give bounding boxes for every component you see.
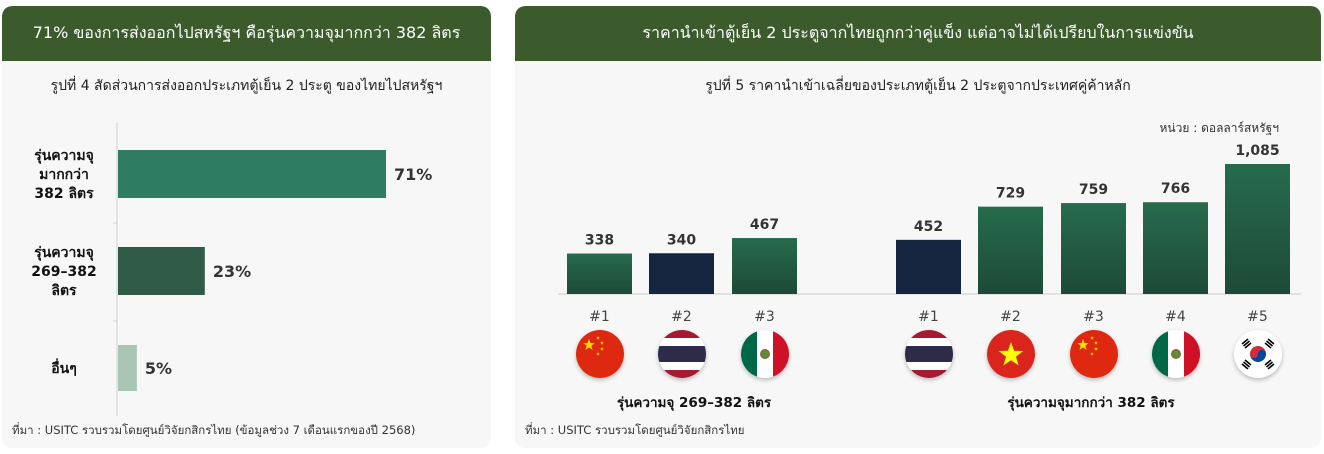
right-panel: ราคานำเข้าตู้เย็น 2 ประตูจากไทยถูกกว่าคู… [515,6,1321,448]
rank-label: #2 [1000,309,1021,325]
bar-value-label: 23% [213,262,251,281]
category-label: รุ่นความจุ [34,245,94,261]
category-label: 269–382 [31,264,96,280]
bar-vietnam [978,206,1043,294]
bar-value-label: 5% [145,359,172,378]
unit-label: หน่วย : ดอลลาร์สหรัฐฯ [1159,121,1279,135]
bar-mexico [732,238,797,294]
bar-thailand [896,239,961,294]
category-label: รุ่นความจุ [34,148,94,164]
vietnam-flag-icon [986,330,1035,378]
group-label-over-382: รุ่นความจุมากกว่า 382 ลิตร [1007,395,1175,411]
rank-label: #2 [671,309,692,325]
bar-south-korea [1225,164,1290,294]
bar-3 [118,345,137,391]
thailand-flag-icon [904,330,953,378]
left-panel-header: 71% ของการส่งออกไปสหรัฐฯ คือรุ่นความจุมา… [2,6,491,61]
bar-china [1061,203,1126,294]
group-label-269-382: รุ่นความจุ 269–382 ลิตร [616,395,772,411]
rank-label: #1 [589,309,610,325]
bar-value-label: 71% [394,165,432,184]
bar-value-label: 340 [667,232,696,248]
rank-label: #4 [1165,309,1186,325]
right-panel-header: ราคานำเข้าตู้เย็น 2 ประตูจากไทยถูกกว่าคู… [515,6,1321,61]
bar-2 [118,247,205,295]
rank-label: #3 [754,309,775,325]
right-chart-title: รูปที่ 5 ราคานำเข้าเฉลี่ยของประเภทตู้เย็… [705,78,1131,94]
right-source-note: ที่มา : USITC รวบรวมโดยศูนย์วิจัยกสิกรไท… [525,423,745,437]
left-source-note: ที่มา : USITC รวบรวมโดยศูนย์วิจัยกสิกรไท… [12,423,416,437]
south-korea-flag-icon [1233,330,1282,378]
rank-label: #5 [1247,309,1268,325]
rank-label: #1 [918,309,939,325]
vertical-bar-chart: 338 #1 340 #2 467 #3 452 #1 729 #2 759 #3 766 #4 1,085… [558,143,1301,325]
bar-china [567,253,632,294]
thailand-flag-icon [657,330,706,378]
bar-value-label: 338 [585,233,614,249]
category-label: อื่นๆ [51,358,77,377]
left-chart-title: รูปที่ 4 สัดส่วนการส่งออกประเภทตู้เย็น 2… [50,78,443,94]
bar-value-label: 467 [750,217,779,233]
bar-mexico [1143,202,1208,294]
bar-1 [118,150,386,198]
category-label: 382 ลิตร [34,186,94,202]
category-label: ลิตร [51,283,77,299]
bar-value-label: 766 [1161,181,1190,197]
bar-value-label: 452 [914,219,943,235]
mexico-flag-icon [740,330,789,378]
bar-value-label: 729 [996,186,1025,202]
rank-label: #3 [1083,309,1104,325]
bar-thailand [649,253,714,294]
bar-value-label: 759 [1079,182,1108,198]
category-label: มากกว่า [39,167,89,183]
mexico-flag-icon [1151,330,1200,378]
bar-value-label: 1,085 [1235,143,1279,159]
china-flag-icon [1069,330,1118,378]
china-flag-icon [575,330,624,378]
left-panel: 71% ของการส่งออกไปสหรัฐฯ คือรุ่นความจุมา… [2,6,491,448]
